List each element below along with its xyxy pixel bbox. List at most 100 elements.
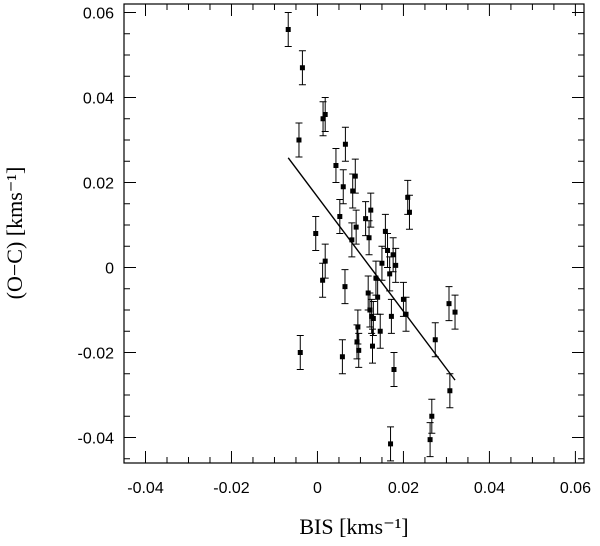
- point-marker: [452, 309, 458, 315]
- point-marker: [320, 116, 326, 122]
- data-point: [451, 294, 459, 330]
- data-point: [353, 324, 361, 360]
- data-point: [367, 192, 375, 228]
- point-marker: [297, 350, 303, 355]
- point-marker: [382, 228, 388, 234]
- point-marker: [350, 188, 356, 194]
- point-marker: [322, 112, 328, 117]
- data-point: [332, 148, 340, 183]
- data-point: [387, 426, 395, 462]
- y-tick-labels: -0.04 -0.02 0 0.02 0.04 0.06: [78, 6, 115, 448]
- data-point: [341, 126, 349, 162]
- data-point: [339, 169, 347, 205]
- point-marker: [405, 194, 411, 200]
- data-point: [354, 309, 362, 345]
- point-marker: [296, 137, 302, 143]
- fit-line-group: [287, 157, 456, 381]
- x-axis-title: BIS [kms⁻¹]: [299, 514, 408, 539]
- fit-line: [287, 157, 456, 381]
- plot-frame: [123, 3, 585, 464]
- point-marker: [400, 296, 406, 302]
- x-tick-label: -0.02: [213, 480, 250, 497]
- point-marker: [387, 271, 393, 277]
- point-marker: [339, 354, 345, 360]
- point-marker: [406, 209, 412, 215]
- point-marker: [354, 339, 360, 345]
- point-marker: [352, 173, 358, 179]
- data-point: [366, 292, 374, 328]
- point-marker: [363, 216, 369, 222]
- data-point: [374, 279, 382, 315]
- data-point: [351, 158, 359, 194]
- data-point: [368, 328, 376, 364]
- point-marker: [337, 214, 343, 219]
- point-marker: [355, 324, 361, 330]
- data-point: [390, 352, 398, 387]
- point-marker: [379, 260, 385, 266]
- point-marker: [299, 65, 305, 71]
- data-point: [321, 97, 329, 132]
- data-point: [404, 179, 412, 215]
- point-marker: [375, 294, 381, 300]
- point-marker: [373, 275, 379, 281]
- x-tick-label: 0: [313, 480, 322, 497]
- y-tick-label: 0.06: [83, 6, 114, 23]
- point-marker: [390, 252, 396, 258]
- y-tick-label: 0.02: [83, 176, 114, 193]
- point-marker: [349, 237, 355, 243]
- y-tick-label: 0: [105, 261, 114, 278]
- x-tick-label: -0.04: [127, 480, 164, 497]
- point-marker: [366, 235, 372, 241]
- data-point: [348, 222, 356, 258]
- point-marker: [342, 284, 348, 290]
- point-marker: [388, 313, 394, 319]
- point-marker: [342, 141, 348, 147]
- point-marker: [447, 388, 453, 394]
- point-marker: [320, 277, 326, 283]
- y-tick-label: -0.04: [78, 431, 115, 448]
- axis-ticks: [124, 4, 584, 463]
- data-point: [341, 269, 349, 305]
- point-marker: [429, 413, 435, 419]
- data-point: [295, 122, 303, 158]
- data-point: [296, 335, 304, 370]
- point-marker: [393, 262, 399, 268]
- data-point: [376, 313, 384, 349]
- x-tick-label: 0.06: [560, 480, 591, 497]
- data-point: [446, 373, 454, 409]
- point-marker: [367, 307, 373, 313]
- point-marker: [446, 301, 452, 307]
- data-point: [392, 247, 400, 283]
- data-point: [284, 12, 292, 47]
- data-point: [428, 398, 436, 434]
- data-point: [312, 216, 320, 251]
- data-point: [338, 339, 346, 375]
- point-marker: [427, 437, 433, 443]
- x-tick-label: 0.04: [474, 480, 505, 497]
- point-marker: [340, 184, 346, 190]
- point-marker: [368, 207, 374, 213]
- point-marker: [377, 328, 383, 334]
- data-point: [355, 332, 363, 368]
- point-marker: [388, 441, 394, 447]
- point-marker: [356, 347, 362, 353]
- data-point: [405, 194, 413, 230]
- y-tick-label: -0.02: [78, 346, 115, 363]
- x-tick-label: 0.02: [388, 480, 419, 497]
- data-point: [336, 199, 344, 234]
- point-marker: [285, 27, 291, 32]
- data-point: [362, 201, 370, 237]
- point-marker: [369, 343, 375, 349]
- data-point: [387, 298, 395, 334]
- point-marker: [391, 367, 397, 372]
- point-marker: [313, 231, 319, 236]
- point-marker: [333, 163, 339, 168]
- point-marker: [432, 337, 438, 343]
- point-marker: [322, 258, 328, 264]
- data-points: [284, 12, 459, 462]
- y-tick-label: 0.04: [83, 91, 114, 108]
- y-axis-title: (O−C) [kms⁻¹]: [2, 167, 27, 300]
- data-point: [298, 50, 306, 86]
- data-point: [378, 245, 386, 281]
